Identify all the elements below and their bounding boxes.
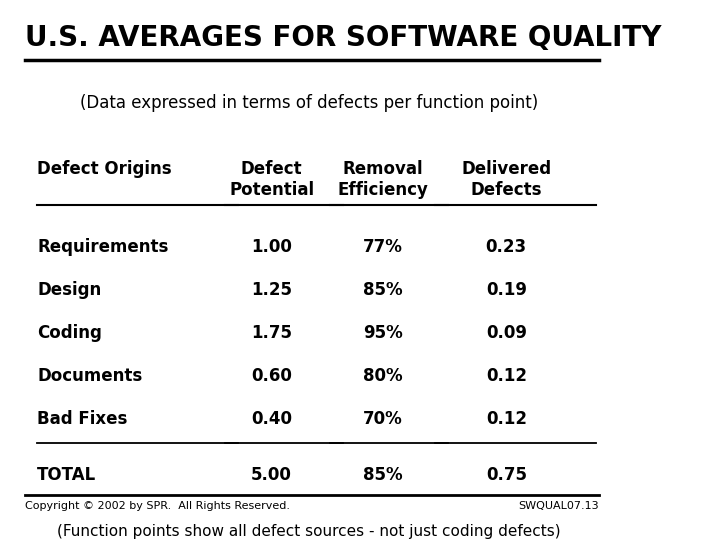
Text: Design: Design (37, 281, 101, 299)
Text: 0.23: 0.23 (486, 238, 527, 257)
Text: 0.60: 0.60 (251, 367, 292, 385)
Text: 0.12: 0.12 (486, 367, 527, 385)
Text: Coding: Coding (37, 324, 102, 342)
Text: TOTAL: TOTAL (37, 466, 96, 485)
Text: Defect Origins: Defect Origins (37, 160, 172, 178)
Text: 85%: 85% (363, 281, 403, 299)
Text: Defect
Potential: Defect Potential (229, 160, 314, 198)
Text: 80%: 80% (363, 367, 403, 385)
Text: 0.12: 0.12 (486, 410, 527, 429)
Text: (Data expressed in terms of defects per function point): (Data expressed in terms of defects per … (80, 94, 538, 112)
Text: 0.19: 0.19 (486, 281, 527, 299)
Text: 0.40: 0.40 (251, 410, 292, 429)
Text: 1.25: 1.25 (251, 281, 292, 299)
Text: 95%: 95% (363, 324, 403, 342)
Text: Bad Fixes: Bad Fixes (37, 410, 127, 429)
Text: 1.75: 1.75 (251, 324, 292, 342)
Text: 85%: 85% (363, 466, 403, 485)
Text: SWQUAL07.13: SWQUAL07.13 (518, 501, 599, 512)
Text: U.S. AVERAGES FOR SOFTWARE QUALITY: U.S. AVERAGES FOR SOFTWARE QUALITY (24, 24, 661, 52)
Text: 0.75: 0.75 (486, 466, 527, 485)
Text: 77%: 77% (363, 238, 403, 257)
Text: Removal
Efficiency: Removal Efficiency (337, 160, 429, 198)
Text: Documents: Documents (37, 367, 142, 385)
Text: 0.09: 0.09 (486, 324, 527, 342)
Text: 70%: 70% (363, 410, 403, 429)
Text: Delivered
Defects: Delivered Defects (461, 160, 551, 198)
Text: Requirements: Requirements (37, 238, 168, 257)
Text: 1.00: 1.00 (251, 238, 292, 257)
Text: Copyright © 2002 by SPR.  All Rights Reserved.: Copyright © 2002 by SPR. All Rights Rese… (24, 501, 290, 512)
Text: 5.00: 5.00 (251, 466, 292, 485)
Text: (Function points show all defect sources - not just coding defects): (Function points show all defect sources… (57, 524, 561, 539)
